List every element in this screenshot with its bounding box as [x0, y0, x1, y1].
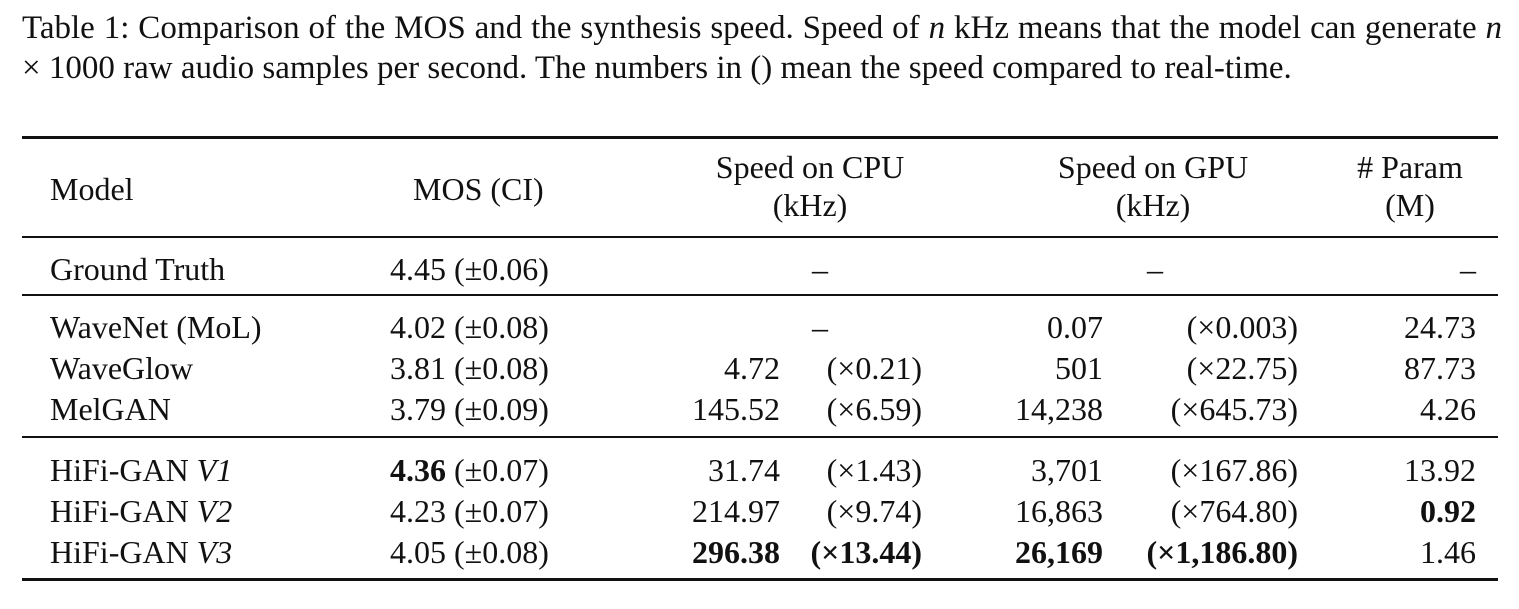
- hifi-v1-mos-ci: (±0.07): [446, 452, 549, 488]
- wavenet-param: 24.73: [1404, 309, 1476, 345]
- table-bottom-rule: [22, 578, 1498, 581]
- caption-part-3: × 1000 raw audio samples per second. The…: [22, 50, 1292, 86]
- caption-part-2: kHz means that the model can generate: [945, 10, 1486, 46]
- hifi-v1-mos-best: 4.36: [390, 452, 446, 488]
- waveglow-cpu-ratio: (×0.21): [826, 350, 922, 386]
- wavenet-cpu: –: [812, 309, 828, 345]
- waveglow-model: WaveGlow: [50, 350, 194, 386]
- melgan-model: MelGAN: [50, 391, 171, 427]
- hifi-v2-model: HiFi-GAN V2: [50, 493, 232, 529]
- wavenet-mos: 4.02 (±0.08): [390, 309, 549, 345]
- header-speed-gpu-line-1: Speed on GPU: [1057, 149, 1249, 185]
- hifi-v2-gpu-ratio: (×764.80): [1170, 493, 1298, 529]
- hifi-v2-model-version: V2: [196, 493, 233, 529]
- hifi-v1-model: HiFi-GAN V1: [50, 452, 232, 488]
- hifi-v1-model-version: V1: [196, 452, 233, 488]
- wavenet-model: WaveNet (MoL): [50, 309, 262, 345]
- header-speed-gpu: Speed on GPU (kHz): [1033, 148, 1273, 224]
- ground-truth-model: Ground Truth: [50, 251, 226, 287]
- header-model: Model: [50, 171, 134, 207]
- melgan-cpu-ratio: (×6.59): [826, 391, 922, 427]
- hifi-v1-gpu-ratio: (×167.86): [1170, 452, 1298, 488]
- hifi-v3-model-version: V3: [196, 534, 233, 570]
- hifi-v3-gpu-ratio-best: (×1,186.80): [1146, 534, 1298, 570]
- hifi-v2-param-best: 0.92: [1420, 493, 1476, 529]
- hifi-v2-cpu-ratio: (×9.74): [826, 493, 922, 529]
- melgan-mos: 3.79 (±0.09): [390, 391, 549, 427]
- hifi-v3-gpu-value-best: 26,169: [1015, 534, 1103, 570]
- wavenet-gpu-ratio: (×0.003): [1186, 309, 1298, 345]
- hifi-v1-cpu-ratio: (×1.43): [826, 452, 922, 488]
- melgan-cpu-value: 145.52: [692, 391, 780, 427]
- header-speed-cpu-line-2: (kHz): [772, 187, 848, 223]
- caption-variable-n-2: n: [1485, 10, 1503, 46]
- table-group-rule-2: [22, 436, 1498, 438]
- hifi-v2-gpu-value: 16,863: [1015, 493, 1103, 529]
- hifi-v3-mos: 4.05 (±0.08): [390, 534, 549, 570]
- header-speed-gpu-line-2: (kHz): [1115, 187, 1191, 223]
- header-param-line-2: (M): [1385, 187, 1435, 223]
- hifi-v3-cpu-ratio-best: (×13.44): [810, 534, 922, 570]
- ground-truth-gpu: –: [1147, 251, 1163, 287]
- header-mos: MOS (CI): [413, 171, 544, 207]
- hifi-v3-param: 1.46: [1420, 534, 1476, 570]
- hifi-v3-model-prefix: HiFi-GAN: [50, 534, 197, 570]
- header-param: # Param (M): [1340, 148, 1480, 224]
- caption-variable-n: n: [928, 10, 946, 46]
- ground-truth-mos: 4.45 (±0.06): [390, 251, 549, 287]
- wavenet-gpu-value: 0.07: [1047, 309, 1103, 345]
- table-top-rule: [22, 136, 1498, 139]
- hifi-v2-cpu-value: 214.97: [692, 493, 780, 529]
- hifi-v3-cpu-value-best: 296.38: [692, 534, 780, 570]
- header-speed-cpu-line-1: Speed on CPU: [715, 149, 905, 185]
- table-caption: Table 1: Comparison of the MOS and the s…: [22, 8, 1502, 88]
- hifi-v2-mos: 4.23 (±0.07): [390, 493, 549, 529]
- waveglow-param: 87.73: [1404, 350, 1476, 386]
- table-header-rule: [22, 236, 1498, 238]
- hifi-v3-model: HiFi-GAN V3: [50, 534, 232, 570]
- waveglow-cpu-value: 4.72: [724, 350, 780, 386]
- melgan-gpu-value: 14,238: [1015, 391, 1103, 427]
- table-group-rule-1: [22, 294, 1498, 296]
- waveglow-mos: 3.81 (±0.08): [390, 350, 549, 386]
- header-speed-cpu: Speed on CPU (kHz): [690, 148, 930, 224]
- header-param-line-1: # Param: [1357, 149, 1463, 185]
- waveglow-gpu-ratio: (×22.75): [1186, 350, 1298, 386]
- melgan-gpu-ratio: (×645.73): [1170, 391, 1298, 427]
- hifi-v2-model-prefix: HiFi-GAN: [50, 493, 197, 529]
- hifi-v1-mos: 4.36 (±0.07): [390, 452, 549, 488]
- hifi-v1-param: 13.92: [1404, 452, 1476, 488]
- hifi-v1-gpu-value: 3,701: [1031, 452, 1103, 488]
- hifi-v1-model-prefix: HiFi-GAN: [50, 452, 197, 488]
- ground-truth-cpu: –: [812, 251, 828, 287]
- melgan-param: 4.26: [1420, 391, 1476, 427]
- hifi-v1-cpu-value: 31.74: [708, 452, 780, 488]
- caption-part-1: Table 1: Comparison of the MOS and the s…: [22, 10, 929, 46]
- ground-truth-param: –: [1460, 251, 1476, 287]
- waveglow-gpu-value: 501: [1055, 350, 1103, 386]
